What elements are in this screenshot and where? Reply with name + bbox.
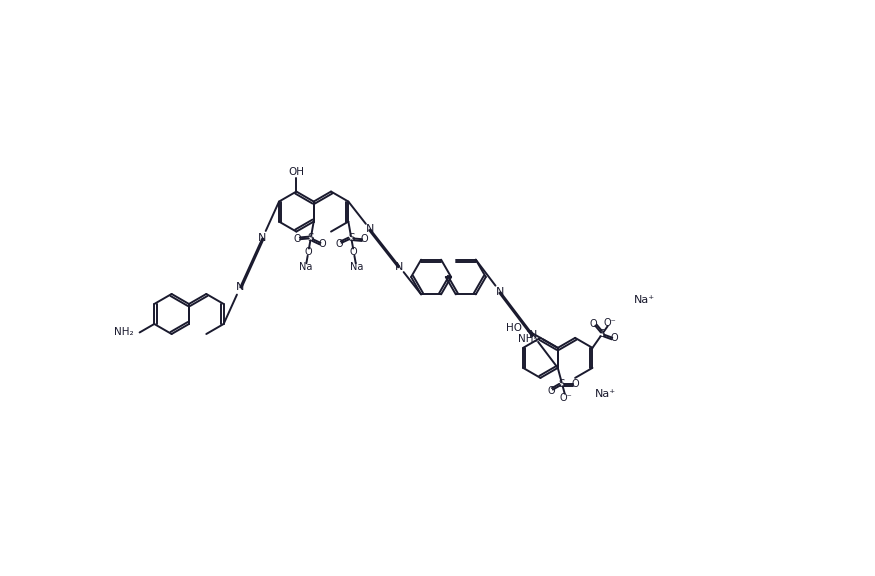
Text: O: O (590, 319, 598, 329)
Text: Na⁺: Na⁺ (634, 294, 655, 305)
Text: N: N (258, 233, 267, 243)
Text: N: N (496, 287, 505, 297)
Text: O: O (318, 239, 326, 249)
Text: Na: Na (350, 262, 363, 272)
Text: O: O (294, 234, 302, 244)
Text: S: S (348, 233, 354, 243)
Text: O: O (304, 247, 312, 257)
Text: O: O (360, 234, 368, 244)
Text: NH₂: NH₂ (114, 328, 134, 338)
Text: O: O (350, 247, 358, 257)
Text: O: O (547, 386, 555, 396)
Text: O⁻: O⁻ (604, 317, 617, 328)
Text: N: N (366, 225, 374, 234)
Text: O: O (571, 379, 579, 389)
Text: HO: HO (506, 323, 522, 333)
Text: N: N (236, 282, 244, 292)
Text: NH₂: NH₂ (518, 335, 538, 344)
Text: OH: OH (289, 166, 304, 176)
Text: N: N (396, 262, 403, 271)
Text: S: S (307, 233, 314, 243)
Text: Na: Na (299, 262, 312, 272)
Text: Na⁺: Na⁺ (595, 389, 616, 399)
Text: N: N (529, 331, 537, 340)
Text: O: O (611, 334, 619, 343)
Text: S: S (598, 329, 605, 339)
Text: S: S (559, 379, 565, 389)
Text: O⁻: O⁻ (559, 393, 572, 403)
Text: O: O (336, 239, 343, 249)
